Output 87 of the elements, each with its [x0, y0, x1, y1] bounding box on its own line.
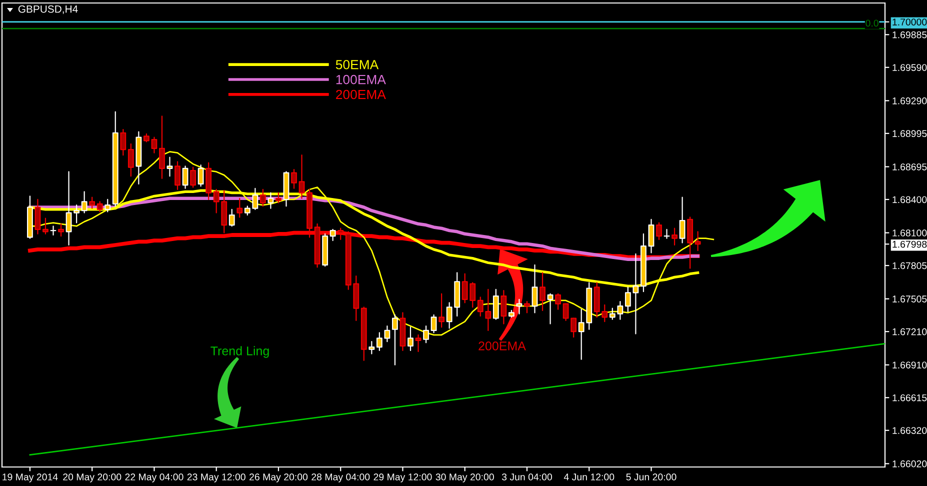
x-tick-label: 22 May 04:00 — [125, 474, 184, 482]
candlestick — [96, 201, 103, 212]
y-tick-label: 1.66020 — [892, 460, 927, 468]
candlestick — [368, 341, 375, 354]
candlestick — [664, 228, 670, 239]
candlestick — [58, 223, 64, 237]
y-tick-label: 1.66615 — [892, 394, 927, 402]
candlestick — [190, 166, 196, 188]
candlestick — [74, 204, 80, 224]
y-tick-label: 1.68100 — [892, 230, 927, 236]
candlestick — [276, 192, 282, 204]
y-tick-label: 1.69290 — [892, 97, 927, 104]
candlestick — [430, 314, 437, 334]
candlestick — [532, 264, 538, 314]
y-tick-label: 1.67805 — [892, 262, 927, 270]
y-tick-label: 1.70000 — [892, 18, 927, 26]
candlestick — [298, 154, 305, 199]
y-tick-label: 1.66320 — [892, 427, 927, 434]
candlestick — [624, 286, 631, 312]
x-tick-label: 20 May 20:00 — [63, 474, 122, 482]
y-tick-label: 1.67210 — [892, 328, 927, 336]
candlestick — [508, 310, 514, 318]
candlestick — [632, 253, 639, 334]
candlestick — [338, 228, 344, 240]
candlestick — [547, 293, 554, 324]
candlestick — [679, 196, 686, 244]
x-tick-label: 26 May 20:00 — [250, 474, 308, 482]
candlestick — [555, 293, 562, 310]
x-tick-label: 5 Jun 20:00 — [626, 474, 676, 480]
annotation: 0.0 — [866, 20, 878, 27]
candlestick — [104, 198, 111, 212]
y-tick-label: 1.67998 — [892, 240, 927, 248]
candlestick — [648, 218, 654, 254]
candlestick — [672, 228, 678, 246]
x-tick-label: 4 Jun 12:00 — [564, 474, 614, 480]
x-tick-label: 3 Jun 04:00 — [502, 474, 552, 480]
candlestick — [291, 168, 297, 189]
x-tick-label: 28 May 04:00 — [312, 474, 370, 482]
annotation: 200EMA — [478, 342, 526, 350]
text: 100EMA — [336, 74, 386, 84]
y-tick-label: 1.67505 — [892, 296, 927, 302]
candlestick — [42, 218, 48, 234]
y-tick-label: 1.66910 — [892, 362, 927, 368]
candlestick — [228, 208, 235, 227]
candlestick — [143, 133, 150, 142]
candlestick — [415, 334, 422, 352]
candlestick — [656, 222, 662, 240]
candlestick — [408, 326, 414, 351]
candlestick — [438, 293, 445, 328]
candlestick — [174, 161, 180, 190]
y-tick-label: 1.69885 — [892, 31, 927, 38]
candlestick — [198, 164, 204, 187]
candlestick — [500, 290, 507, 324]
annotation: Trend Ling — [210, 346, 269, 358]
candlestick — [151, 136, 158, 154]
candlestick — [524, 301, 530, 314]
y-tick-label: 1.68695 — [892, 163, 927, 170]
candlestick — [330, 228, 336, 242]
candlestick — [694, 231, 701, 252]
text: 200EMA — [336, 90, 386, 100]
candlestick — [120, 128, 126, 156]
y-tick-label: 1.69590 — [892, 64, 927, 71]
candlestick — [128, 143, 134, 177]
candlestick — [268, 192, 274, 209]
text: 50EMA — [336, 60, 379, 70]
y-tick-label: 1.68995 — [892, 130, 927, 138]
candlestick — [89, 196, 96, 209]
candlestick — [260, 188, 266, 207]
x-tick-label: 19 May 2014 — [2, 474, 58, 482]
x-tick-label: 30 May 20:00 — [436, 474, 494, 482]
x-tick-label: 29 May 12:00 — [374, 474, 432, 482]
y-tick-label: 1.68400 — [892, 196, 927, 204]
candlestick — [392, 314, 398, 366]
candlestick — [159, 116, 165, 179]
candlestick — [34, 198, 41, 234]
candlestick — [50, 226, 56, 236]
candlestick — [81, 191, 88, 214]
candlestick — [492, 288, 499, 320]
candlestick — [166, 156, 173, 177]
chart-title: GBPUSD,H4 — [18, 5, 78, 14]
candlestick — [423, 325, 429, 344]
candlestick — [66, 171, 72, 246]
candlestick — [540, 272, 546, 312]
candlestick — [182, 166, 188, 189]
candlestick — [687, 216, 694, 269]
x-tick-label: 23 May 12:00 — [187, 474, 246, 482]
candlestick — [236, 198, 243, 218]
